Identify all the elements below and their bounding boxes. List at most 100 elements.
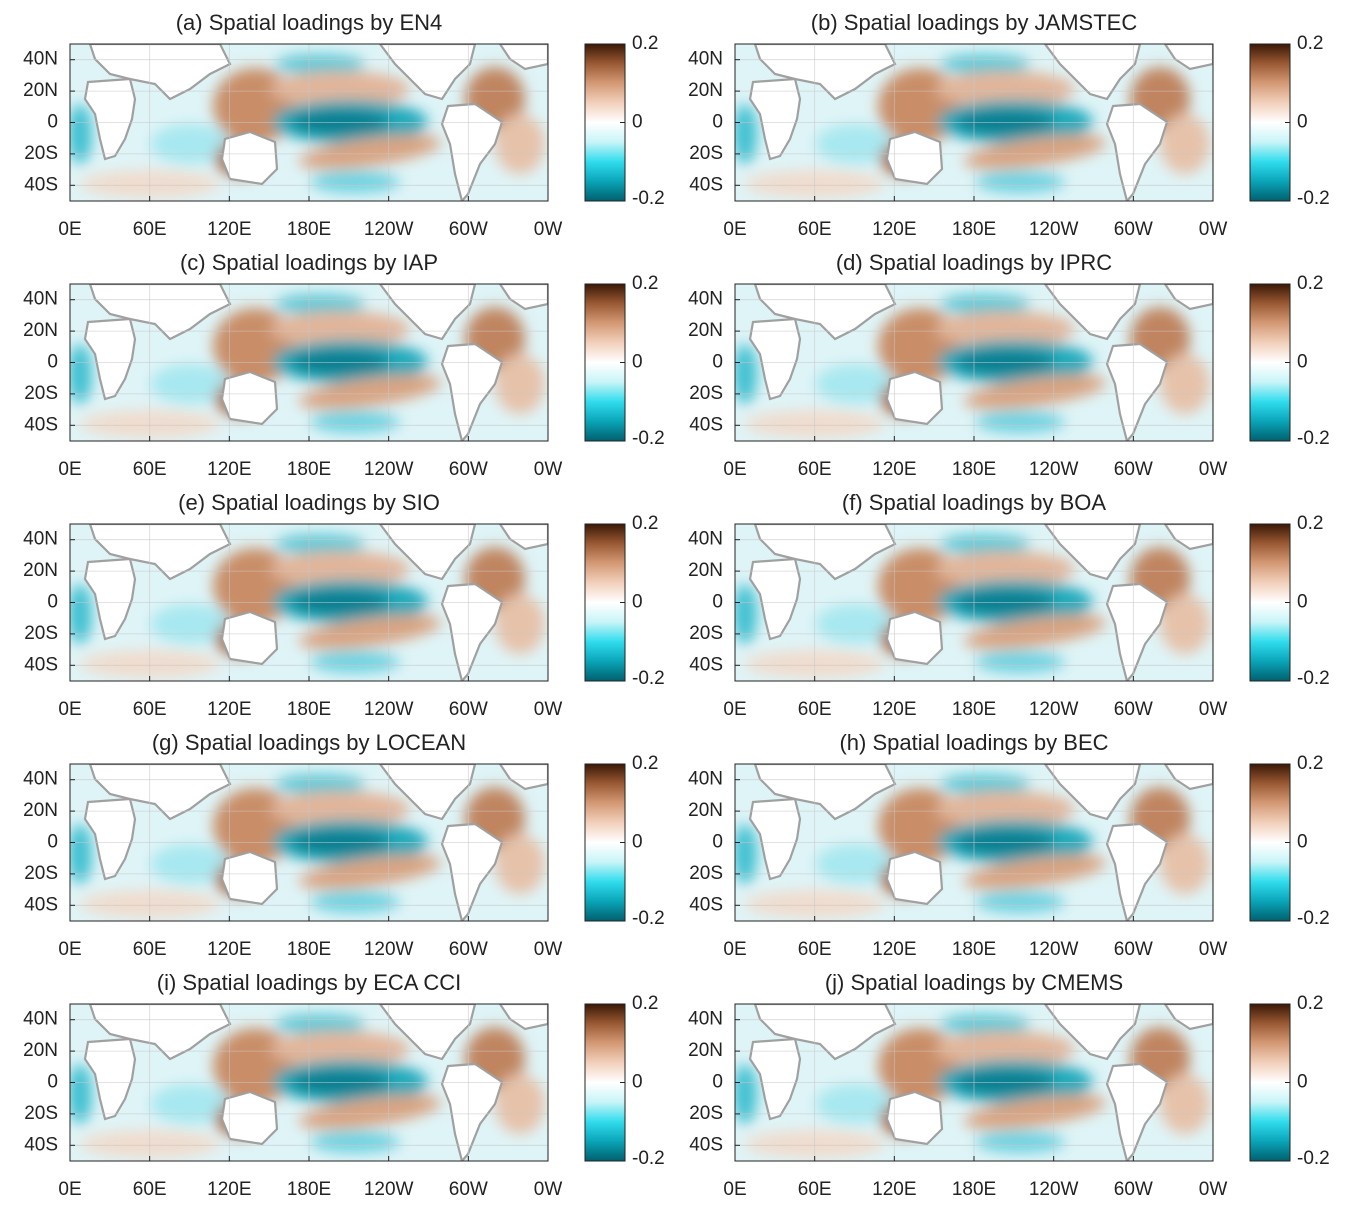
colorbar-tick-label: 0 [1297,832,1308,853]
map-frame [734,1003,1214,1162]
colorbar-tick-label: 0 [1297,112,1308,133]
colorbar-tick-label: 0.2 [632,33,658,54]
x-tick-label: 120E [872,699,916,720]
x-tick-label: 180E [952,699,996,720]
y-tick-label: 20N [688,80,723,101]
map-frame [734,43,1214,202]
x-tick-label: 0W [534,699,563,720]
y-tick-label: 0 [712,592,723,613]
y-tick-label: 40S [24,174,58,195]
panel: (h) Spatial loadings by BEC 0E 60E 120E 180E… [688,730,1330,960]
map-frame [69,763,549,922]
x-tick-label: 120E [207,219,251,240]
y-tick-label: 40N [23,49,58,70]
colorbar-tick-label: -0.2 [632,668,665,689]
y-tick-label: 40S [24,894,58,915]
x-tick-label: 0W [1199,1179,1228,1200]
x-tick-label: 120W [364,1179,414,1200]
x-tick-label: 120E [207,699,251,720]
colorbar [1249,523,1291,682]
colorbar-tick-label: 0 [632,592,643,613]
x-tick-label: 120E [207,939,251,960]
y-tick-label: 0 [47,832,58,853]
x-tick-label: 0W [1199,939,1228,960]
panel: (b) Spatial loadings by JAMSTEC 0E 60E 120E… [688,10,1330,240]
x-tick-label: 60W [449,939,488,960]
x-tick-label: 60W [1114,459,1153,480]
x-tick-label: 0W [534,219,563,240]
x-tick-label: 60E [798,459,832,480]
colorbar-tick-label: 0.2 [1297,753,1323,774]
map-frame [734,283,1214,442]
x-tick-label: 60E [798,219,832,240]
colorbar-tick-label: -0.2 [1297,668,1330,689]
panel-title: (e) Spatial loadings by SIO [178,490,440,515]
x-tick-label: 0W [1199,459,1228,480]
map-frame [734,763,1214,922]
x-tick-label: 60W [449,1179,488,1200]
x-tick-label: 0E [723,939,746,960]
panel-title: (a) Spatial loadings by EN4 [176,10,443,35]
x-tick-label: 0W [534,459,563,480]
x-tick-label: 120W [364,459,414,480]
x-tick-label: 120E [872,459,916,480]
map-frame [69,1003,549,1162]
x-tick-label: 0W [534,1179,563,1200]
y-tick-label: 20N [688,320,723,341]
x-tick-label: 0E [723,1179,746,1200]
x-tick-label: 180E [952,219,996,240]
colorbar-tick-label: 0.2 [632,513,658,534]
colorbar-tick-label: 0.2 [1297,513,1323,534]
x-tick-label: 60W [449,459,488,480]
colorbar-tick-label: -0.2 [632,428,665,449]
y-tick-label: 20N [23,80,58,101]
x-tick-label: 60E [798,699,832,720]
panel-title: (i) Spatial loadings by ECA CCI [157,970,461,995]
y-tick-label: 20S [24,623,58,644]
x-tick-label: 60E [798,939,832,960]
y-tick-label: 20S [689,143,723,164]
colorbar-tick-label: -0.2 [1297,188,1330,209]
y-tick-label: 0 [712,112,723,133]
colorbar-tick-label: 0.2 [1297,993,1323,1014]
y-tick-label: 40S [689,1134,723,1155]
y-tick-label: 40S [689,174,723,195]
x-tick-label: 60W [449,699,488,720]
colorbar [584,763,626,922]
x-tick-label: 180E [952,939,996,960]
y-tick-label: 20S [24,143,58,164]
y-tick-label: 20S [689,383,723,404]
y-tick-label: 20S [24,1103,58,1124]
colorbar [584,283,626,442]
colorbar-tick-label: 0 [1297,352,1308,373]
colorbar-tick-label: -0.2 [1297,1148,1330,1169]
colorbar [1249,1003,1291,1162]
colorbar-tick-label: 0.2 [1297,273,1323,294]
map-frame [69,283,549,442]
x-tick-label: 120W [364,699,414,720]
panel-title: (d) Spatial loadings by IPRC [836,250,1112,275]
y-tick-label: 20N [23,320,58,341]
panel: (a) Spatial loadings by EN4 0E 60E 120E 180E… [23,10,665,240]
colorbar-tick-label: 0.2 [632,993,658,1014]
colorbar-tick-label: -0.2 [632,188,665,209]
colorbar-tick-label: -0.2 [1297,428,1330,449]
colorbar-tick-label: -0.2 [1297,908,1330,929]
x-tick-label: 120W [1029,1179,1079,1200]
panel-title: (g) Spatial loadings by LOCEAN [152,730,466,755]
y-tick-label: 40N [688,529,723,550]
y-tick-label: 40S [689,654,723,675]
x-tick-label: 0E [58,939,81,960]
y-tick-label: 40N [688,49,723,70]
y-tick-label: 40N [23,529,58,550]
x-tick-label: 0E [723,459,746,480]
colorbar-tick-label: 0 [1297,1072,1308,1093]
x-tick-label: 0E [58,219,81,240]
colorbar [1249,763,1291,922]
colorbar [584,43,626,202]
y-tick-label: 20N [23,560,58,581]
y-tick-label: 0 [47,352,58,373]
x-tick-label: 120W [364,219,414,240]
panel-title: (b) Spatial loadings by JAMSTEC [811,10,1138,35]
colorbar-tick-label: 0.2 [632,273,658,294]
